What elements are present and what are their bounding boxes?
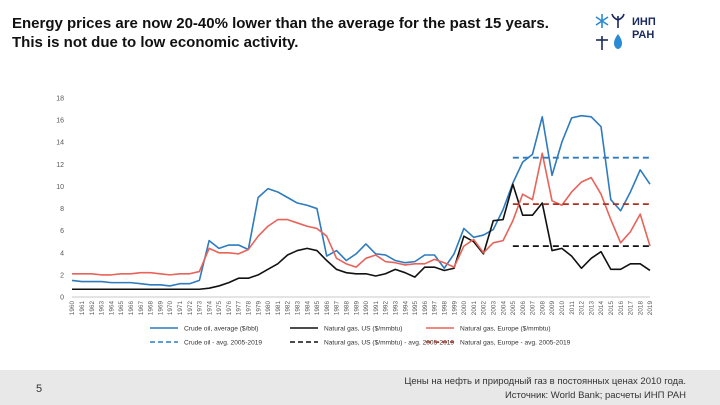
x-tick-label: 1964 [108,301,115,316]
x-tick-label: 2017 [628,301,635,316]
y-tick-label: 16 [56,118,64,125]
x-tick-label: 1987 [334,301,341,316]
drop-icon [614,34,622,49]
y-tick-label: 4 [60,250,64,257]
x-tick-label: 1990 [363,301,370,316]
series-lines [71,114,651,291]
x-tick-label: 1970 [167,301,174,316]
x-tick-label: 2000 [461,301,468,316]
logo-text: ИНП РАН [632,16,656,42]
x-tick-label: 2014 [598,301,605,316]
x-tick-label: 1979 [255,301,262,316]
y-tick-label: 12 [56,162,64,169]
y-tick-label: 0 [60,295,64,302]
x-tick-label: 1994 [402,301,409,316]
x-tick-label: 2003 [490,301,497,316]
slide-title: Energy prices are now 20-40% lower than … [12,14,612,52]
x-tick-label: 1998 [441,301,448,316]
x-tick-label: 1978 [246,301,253,316]
energy-prices-chart: 0 2 4 6 8 10 12 14 16 18 1960 1961 1962 1963 1964 1965… [56,96,654,347]
x-tick-label: 1999 [451,301,458,316]
x-tick-label: 1973 [197,301,204,316]
x-tick-label: 2013 [588,301,595,316]
x-tick-label: 1991 [373,301,380,316]
x-tick-label: 2011 [569,301,576,315]
x-tick-label: 1971 [177,301,184,316]
x-tick-label: 1996 [422,301,429,316]
legend-label: Natural gas, US ($/mmbtu) - avg. 2005-20… [324,340,454,347]
x-tick-label: 2001 [471,301,478,316]
x-tick-label: 1968 [148,301,155,316]
x-tick-label: 1989 [353,301,360,316]
x-tick-label: 2015 [608,301,615,316]
x-tick-label: 1982 [285,301,292,316]
snowflake-icon [595,14,609,28]
legend-label: Natural gas, Europe ($/mmbtu) [460,326,551,333]
x-tick-label: 1966 [128,301,135,316]
y-tick-label: 8 [60,206,64,213]
x-tick-label: 2005 [510,301,517,316]
x-tick-label: 1974 [206,301,213,316]
x-axis: 1960 1961 1962 1963 1964 1965 1966 1967 1968 1969… [69,296,654,316]
legend-label: Natural gas, Europe - avg. 2005-2019 [460,340,571,347]
legend-label: Natural gas, US ($/mmbtu) [324,326,402,333]
logo-line-1: ИНП [632,16,656,28]
y-tick-label: 10 [56,184,64,191]
x-tick-label: 2010 [559,301,566,316]
y-tick-label: 18 [56,96,64,103]
cross-icon [596,36,608,50]
x-tick-label: 2009 [549,301,556,316]
page-number: 5 [36,383,43,395]
inp-ran-logo [595,13,625,50]
x-tick-label: 1984 [304,301,311,316]
x-tick-label: 1963 [99,301,106,316]
x-tick-label: 2019 [647,301,654,316]
x-tick-label: 2004 [500,301,507,316]
footer: 5 Цены на нефть и природный газ в постоя… [0,370,720,405]
x-tick-label: 2007 [530,301,537,316]
legend: Crude oil, average ($/bbl) Natural gas, U… [150,326,571,347]
logo-line-2: РАН [632,29,655,41]
x-tick-label: 1983 [295,301,302,316]
x-tick-label: 1967 [138,301,145,316]
slide-title-line-2: This is not due to low economic activity… [12,34,299,51]
legend-label: Crude oil, average ($/bbl) [184,326,258,333]
x-tick-label: 1985 [314,301,321,316]
x-tick-label: 2008 [539,301,546,316]
x-tick-label: 1981 [275,301,282,316]
slide-title-line-1: Energy prices are now 20-40% lower than … [12,15,549,32]
x-tick-label: 1969 [157,301,164,316]
series-line [72,152,651,276]
plant-icon [611,13,625,28]
x-tick-label: 1965 [118,301,125,316]
y-tick-label: 6 [60,228,64,235]
footer-note: Цены на нефть и природный газ в постоянн… [404,376,686,387]
x-tick-label: 2012 [579,301,586,316]
x-tick-label: 1962 [89,301,96,316]
legend-label: Crude oil - avg. 2005-2019 [184,340,262,347]
x-tick-label: 1986 [324,301,331,316]
x-tick-label: 1993 [392,301,399,316]
x-tick-label: 1997 [432,301,439,316]
x-tick-label: 1992 [383,301,390,316]
series-line [72,183,651,291]
x-tick-label: 1961 [79,301,86,316]
series-line [71,114,651,287]
x-tick-label: 1976 [226,301,233,316]
x-tick-label: 2006 [520,301,527,316]
x-tick-label: 1988 [344,301,351,316]
x-tick-label: 1960 [69,301,76,316]
footer-source: Источник: World Bank; расчеты ИНП РАН [504,390,686,401]
y-axis: 0 2 4 6 8 10 12 14 16 18 [56,96,64,302]
x-tick-label: 2002 [481,301,488,316]
x-tick-label: 1995 [412,301,419,316]
x-tick-label: 2018 [637,301,644,316]
x-tick-label: 1975 [216,301,223,316]
x-tick-label: 1977 [236,301,243,316]
y-tick-label: 14 [56,140,64,147]
x-tick-label: 1972 [187,301,194,316]
y-tick-label: 2 [60,272,64,279]
x-tick-label: 1980 [265,301,272,316]
x-tick-label: 2016 [618,301,625,316]
